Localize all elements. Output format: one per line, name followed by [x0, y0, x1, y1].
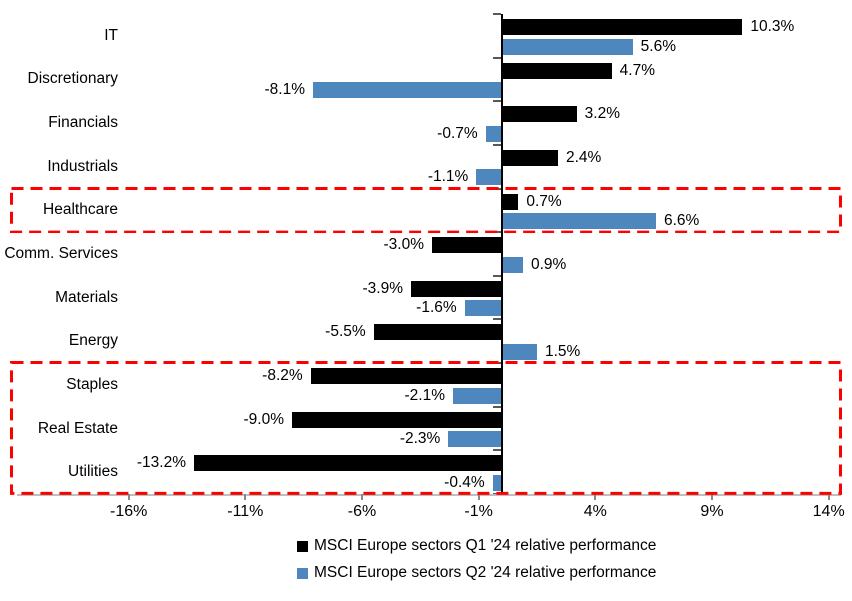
legend-item-q1: MSCI Europe sectors Q1 '24 relative perf…	[297, 537, 656, 555]
bar-q1	[194, 455, 502, 472]
legend: MSCI Europe sectors Q1 '24 relative perf…	[297, 537, 656, 591]
category-label: Staples	[66, 375, 118, 393]
bar-q1	[502, 106, 577, 123]
value-label: 0.7%	[526, 192, 562, 210]
category-label: Discretionary	[27, 70, 118, 88]
bar-q1	[373, 324, 502, 341]
category-label: Materials	[55, 288, 118, 306]
bar-q1	[502, 19, 743, 35]
value-axis-tick	[127, 494, 130, 500]
bar-q1	[310, 368, 502, 385]
category-tick	[493, 187, 501, 190]
value-axis-tick-label: 9%	[700, 503, 724, 520]
value-label: -13.2%	[136, 454, 187, 472]
category-tick	[493, 449, 501, 452]
category-tick	[493, 56, 501, 59]
value-label: -0.4%	[444, 473, 485, 491]
value-label: 1.5%	[544, 342, 581, 360]
bar-q2	[313, 82, 502, 99]
value-label: -8.2%	[262, 367, 303, 385]
value-label: -2.1%	[404, 386, 446, 404]
category-axis-line	[501, 14, 503, 494]
value-label: -3.0%	[383, 236, 425, 254]
category-label: Real Estate	[37, 419, 118, 437]
bar-q2	[464, 300, 502, 317]
legend-swatch-icon	[297, 540, 308, 552]
category-tick	[493, 100, 501, 103]
bar-q1	[432, 237, 502, 254]
category-label: Healthcare	[43, 201, 118, 219]
bar-q2	[448, 431, 502, 448]
category-tick	[493, 13, 501, 15]
value-axis-tick	[244, 494, 247, 500]
value-label: -1.1%	[427, 168, 469, 186]
category-tick	[493, 274, 501, 277]
value-axis-tick	[827, 494, 830, 500]
category-tick	[493, 318, 501, 321]
value-axis-tick	[477, 494, 480, 500]
bar-q1	[502, 62, 612, 79]
value-axis-tick-label: -6%	[347, 503, 377, 520]
value-axis-tick-label: -16%	[109, 503, 148, 520]
category-label: Industrials	[47, 157, 118, 175]
value-axis-tick	[710, 494, 713, 500]
value-axis-tick	[361, 494, 363, 500]
value-label: -9.0%	[243, 410, 285, 428]
value-label: -8.1%	[264, 81, 306, 99]
category-tick	[493, 143, 501, 146]
bar-q1	[502, 193, 519, 210]
bar-q2	[502, 343, 537, 360]
value-axis-tick-label: -1%	[464, 503, 493, 520]
bar-q2	[502, 256, 523, 273]
bar-q1	[502, 149, 558, 166]
category-tick	[493, 231, 501, 234]
value-label: 3.2%	[584, 105, 620, 123]
value-axis-tick-label: 4%	[583, 503, 607, 520]
bar-q2	[485, 125, 502, 142]
value-axis-tick-label: -11%	[227, 503, 264, 520]
category-label: Utilities	[68, 463, 118, 481]
bar-q1	[292, 411, 502, 428]
bar-q2	[453, 387, 502, 404]
legend-label: MSCI Europe sectors Q2 '24 relative perf…	[314, 564, 657, 581]
category-tick	[493, 405, 501, 408]
category-label: Energy	[68, 332, 118, 350]
value-label: -0.7%	[437, 124, 478, 142]
value-axis-tick	[594, 494, 597, 500]
value-label: 5.6%	[640, 37, 676, 55]
legend-label: MSCI Europe sectors Q1 '24 relative perf…	[314, 537, 657, 554]
value-label: 2.4%	[565, 148, 602, 166]
value-axis-line	[17, 494, 841, 496]
value-label: -2.3%	[399, 430, 441, 448]
value-label: 10.3%	[750, 18, 795, 35]
value-label: 6.6%	[663, 212, 700, 230]
category-label: Financials	[48, 114, 118, 132]
value-label: -1.6%	[416, 299, 457, 317]
bar-q1	[411, 280, 502, 297]
highlight-box	[10, 186, 842, 234]
value-label: 4.7%	[619, 61, 655, 79]
bar-q2	[502, 213, 656, 230]
category-label: IT	[104, 26, 118, 44]
category-tick	[493, 362, 501, 365]
value-label: -5.5%	[325, 323, 366, 341]
value-axis-tick-label: 14%	[812, 503, 845, 520]
value-label: -3.9%	[362, 279, 404, 297]
legend-swatch-icon	[297, 567, 308, 579]
category-label: Comm. Services	[4, 244, 118, 262]
bar-q2	[502, 38, 633, 55]
bar-q2	[476, 169, 502, 186]
legend-item-q2: MSCI Europe sectors Q2 '24 relative perf…	[297, 564, 656, 582]
value-label: 0.9%	[530, 255, 567, 273]
